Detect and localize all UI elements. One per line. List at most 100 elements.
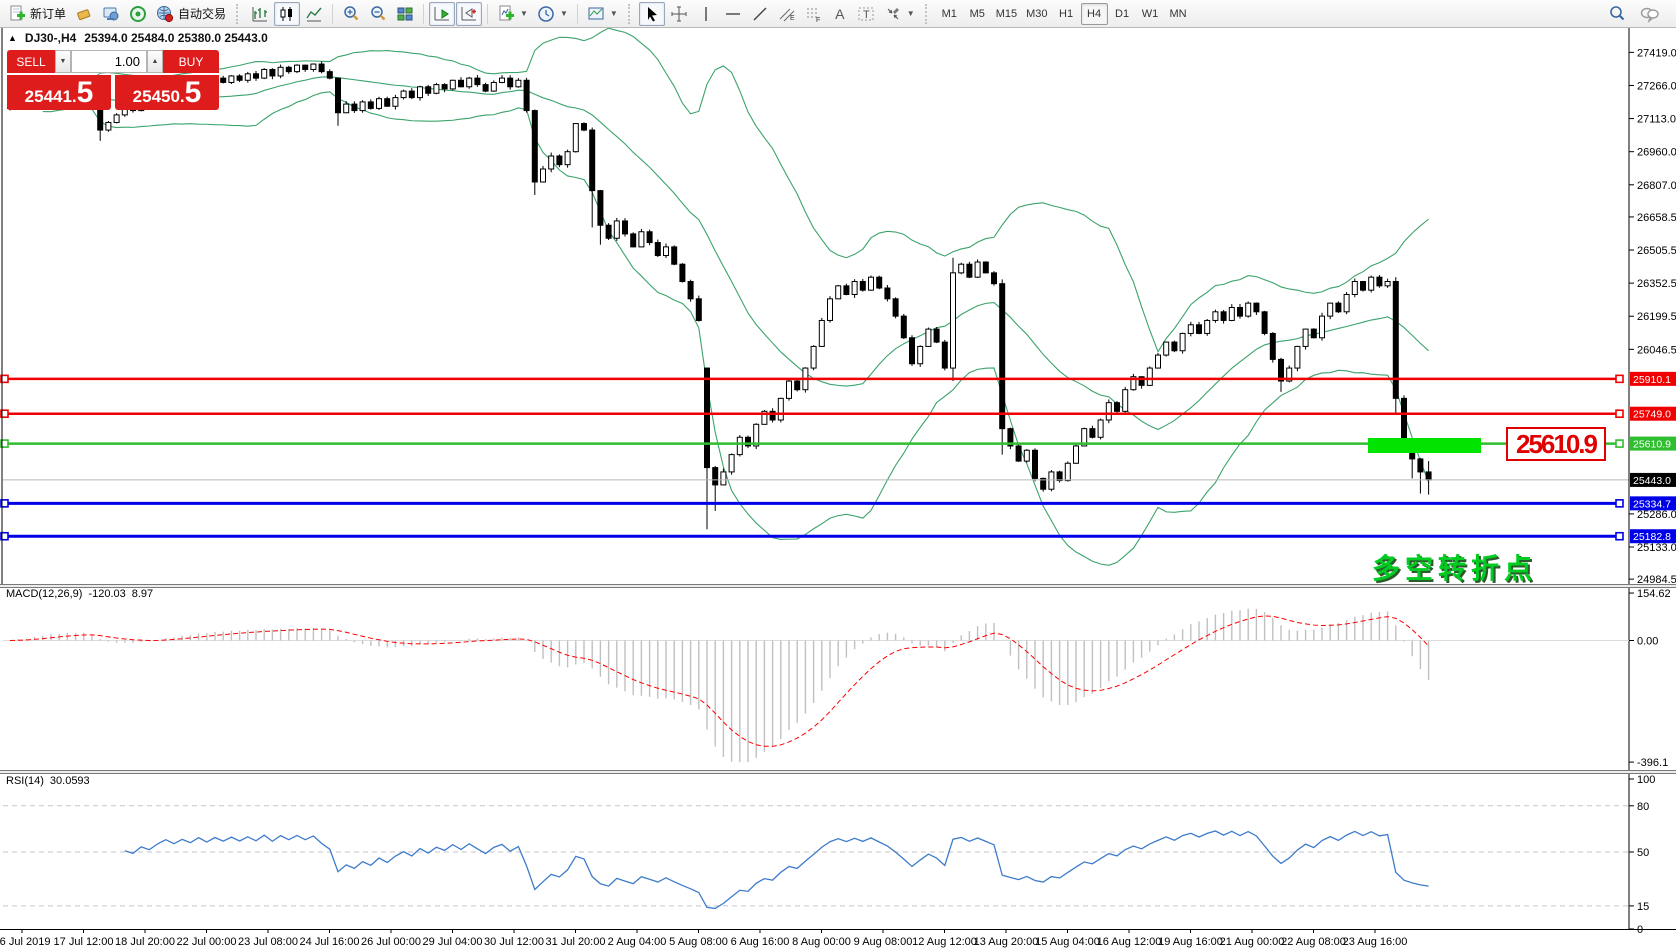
zoom-in-button[interactable] xyxy=(338,2,364,26)
price-tick-label: 26658.5 xyxy=(1637,212,1676,224)
text-tool-button[interactable]: A xyxy=(828,2,852,26)
one-click-trading-panel: SELL ▼ 1.00 ▲ BUY 25441. 5 25450. 5 xyxy=(7,50,219,110)
line-price-badge xyxy=(1630,436,1676,451)
line-left-handle xyxy=(0,499,9,508)
time-tick-label: 30 Jul 12:00 xyxy=(484,936,544,948)
dropdown-arrow-icon: ▼ xyxy=(906,9,915,18)
chat-button[interactable] xyxy=(1636,2,1664,26)
time-tick-label: 19 Aug 16:00 xyxy=(1158,936,1223,948)
bar-chart-icon xyxy=(252,6,268,21)
auto-scroll-icon xyxy=(434,6,450,20)
rsi-label: RSI(14) 30.0593 xyxy=(6,775,90,787)
time-tick-label: 21 Aug 00:00 xyxy=(1220,936,1285,948)
tab-timeframe-d1[interactable]: D1 xyxy=(1115,7,1130,20)
chart-background xyxy=(0,28,1676,951)
search-button[interactable] xyxy=(1604,2,1630,26)
signal-button[interactable] xyxy=(125,2,151,26)
trendline-tool-button[interactable] xyxy=(747,2,773,26)
time-tick-label: 23 Jul 08:00 xyxy=(238,936,298,948)
time-tick-label: 18 Jul 20:00 xyxy=(115,936,175,948)
add-indicator-icon xyxy=(499,5,515,20)
line-price-badge-text: 25610.9 xyxy=(1633,439,1671,451)
tab-timeframe-h1[interactable]: H1 xyxy=(1059,7,1074,20)
rsi-tick-label: 0 xyxy=(1637,924,1643,936)
sell-button[interactable]: SELL xyxy=(7,50,55,73)
styler-button[interactable] xyxy=(71,2,97,26)
price-tick-label: 25133.0 xyxy=(1637,542,1676,554)
horizontal-line-tool-button[interactable] xyxy=(720,2,746,26)
time-tick-label: 8 Aug 00:00 xyxy=(792,936,851,948)
macd-tick-label: 154.62 xyxy=(1637,588,1671,600)
candlestick-series xyxy=(7,61,1432,530)
tab-timeframe-m5[interactable]: M5 xyxy=(969,7,985,20)
bar-chart-button[interactable] xyxy=(247,2,273,26)
tab-timeframe-mn[interactable]: MN xyxy=(1169,7,1187,20)
channel-tool-button[interactable]: E xyxy=(774,2,800,26)
candlestick-chart-button[interactable] xyxy=(274,1,301,26)
volume-input[interactable]: 1.00 xyxy=(71,50,147,73)
macd-tick-label: -396.1 xyxy=(1637,757,1668,769)
fibonacci-icon: F xyxy=(806,8,820,23)
label-tool-icon: T xyxy=(858,7,874,21)
collapse-panel-icon[interactable]: ▲ xyxy=(8,33,17,43)
time-tick-label: 17 Jul 12:00 xyxy=(54,936,114,948)
line-chart-button[interactable] xyxy=(301,2,327,26)
auto-scroll-button[interactable] xyxy=(429,1,456,26)
volume-decrease-button[interactable]: ▼ xyxy=(55,50,71,73)
autotrading-button[interactable]: 自动交易 xyxy=(152,2,230,26)
cursor-tool-button[interactable] xyxy=(638,1,665,26)
vertical-line-tool-button[interactable] xyxy=(693,2,719,26)
tab-timeframe-m30[interactable]: M30 xyxy=(1026,7,1048,20)
svg-text:F: F xyxy=(816,17,820,23)
zoom-out-button[interactable] xyxy=(365,2,391,26)
tab-timeframe-m1[interactable]: M1 xyxy=(941,7,957,20)
toolbar-right-group xyxy=(1604,2,1672,26)
label-tool-button[interactable]: T xyxy=(853,2,879,26)
highlight-rectangle[interactable] xyxy=(1368,438,1481,453)
symbol-period-label: DJ30-,H4 xyxy=(24,31,77,45)
arrows-tool-button[interactable]: ▼ xyxy=(880,2,919,26)
crosshair-tool-button[interactable] xyxy=(666,2,692,26)
buy-button[interactable]: BUY xyxy=(163,50,219,73)
line-right-handle xyxy=(1615,531,1624,541)
turning-point-annotation[interactable]: 多空转折点 xyxy=(1372,553,1538,584)
price-chart-canvas[interactable]: 27419.0 27266.0 27113.0 26960.0 26807.0 26658… xyxy=(0,28,1676,951)
horizontal-line-icon xyxy=(725,12,740,15)
sell-price-button[interactable]: 25441. 5 xyxy=(7,75,111,110)
add-indicator-button[interactable]: ▼ xyxy=(493,2,532,26)
dropdown-arrow-icon: ▼ xyxy=(559,9,568,18)
tab-timeframe-h4[interactable]: H4 xyxy=(1080,2,1108,25)
time-tick-label: 31 Jul 20:00 xyxy=(546,936,606,948)
period-button[interactable]: ▼ xyxy=(533,2,572,26)
buy-price-button[interactable]: 25450. 5 xyxy=(115,75,219,110)
volume-increase-button[interactable]: ▲ xyxy=(147,50,163,73)
buy-price-pips: 5 xyxy=(184,76,202,109)
tab-timeframe-w1[interactable]: W1 xyxy=(1141,7,1159,20)
line-left-handle xyxy=(0,409,9,419)
line-chart-icon xyxy=(306,7,322,21)
tile-windows-button[interactable] xyxy=(392,2,418,26)
line-price-badge xyxy=(1630,406,1676,421)
bollinger-upper xyxy=(42,28,1429,353)
template-button[interactable]: ▼ xyxy=(583,2,622,26)
fibonacci-tool-button[interactable]: F xyxy=(801,2,827,26)
profile-button[interactable] xyxy=(98,2,124,26)
price-tick-label: 27419.0 xyxy=(1637,47,1676,59)
tab-timeframe-m15[interactable]: M15 xyxy=(995,7,1018,20)
line-price-badge-text: 25749.0 xyxy=(1633,409,1671,421)
price-callout-label[interactable]: 25610.9 xyxy=(1506,427,1606,461)
zoom-out-icon xyxy=(371,5,386,20)
macd-tick-label: 0.00 xyxy=(1637,636,1658,648)
profile-icon xyxy=(103,7,119,20)
chart-shift-button[interactable] xyxy=(456,1,483,26)
search-icon xyxy=(1610,5,1625,20)
new-order-button[interactable]: 新订单 xyxy=(4,2,70,26)
rsi-line xyxy=(124,830,1429,910)
macd-label: MACD(12,26,9) -120.03 8.97 xyxy=(6,588,153,600)
candlestick-chart-icon xyxy=(280,6,293,21)
rsi-tick-label: 100 xyxy=(1637,774,1655,786)
zoom-in-icon xyxy=(344,5,359,20)
macd-signal-line xyxy=(9,615,1429,747)
price-tick-label: 26960.0 xyxy=(1637,147,1676,159)
time-tick-label: 22 Jul 00:00 xyxy=(177,936,237,948)
